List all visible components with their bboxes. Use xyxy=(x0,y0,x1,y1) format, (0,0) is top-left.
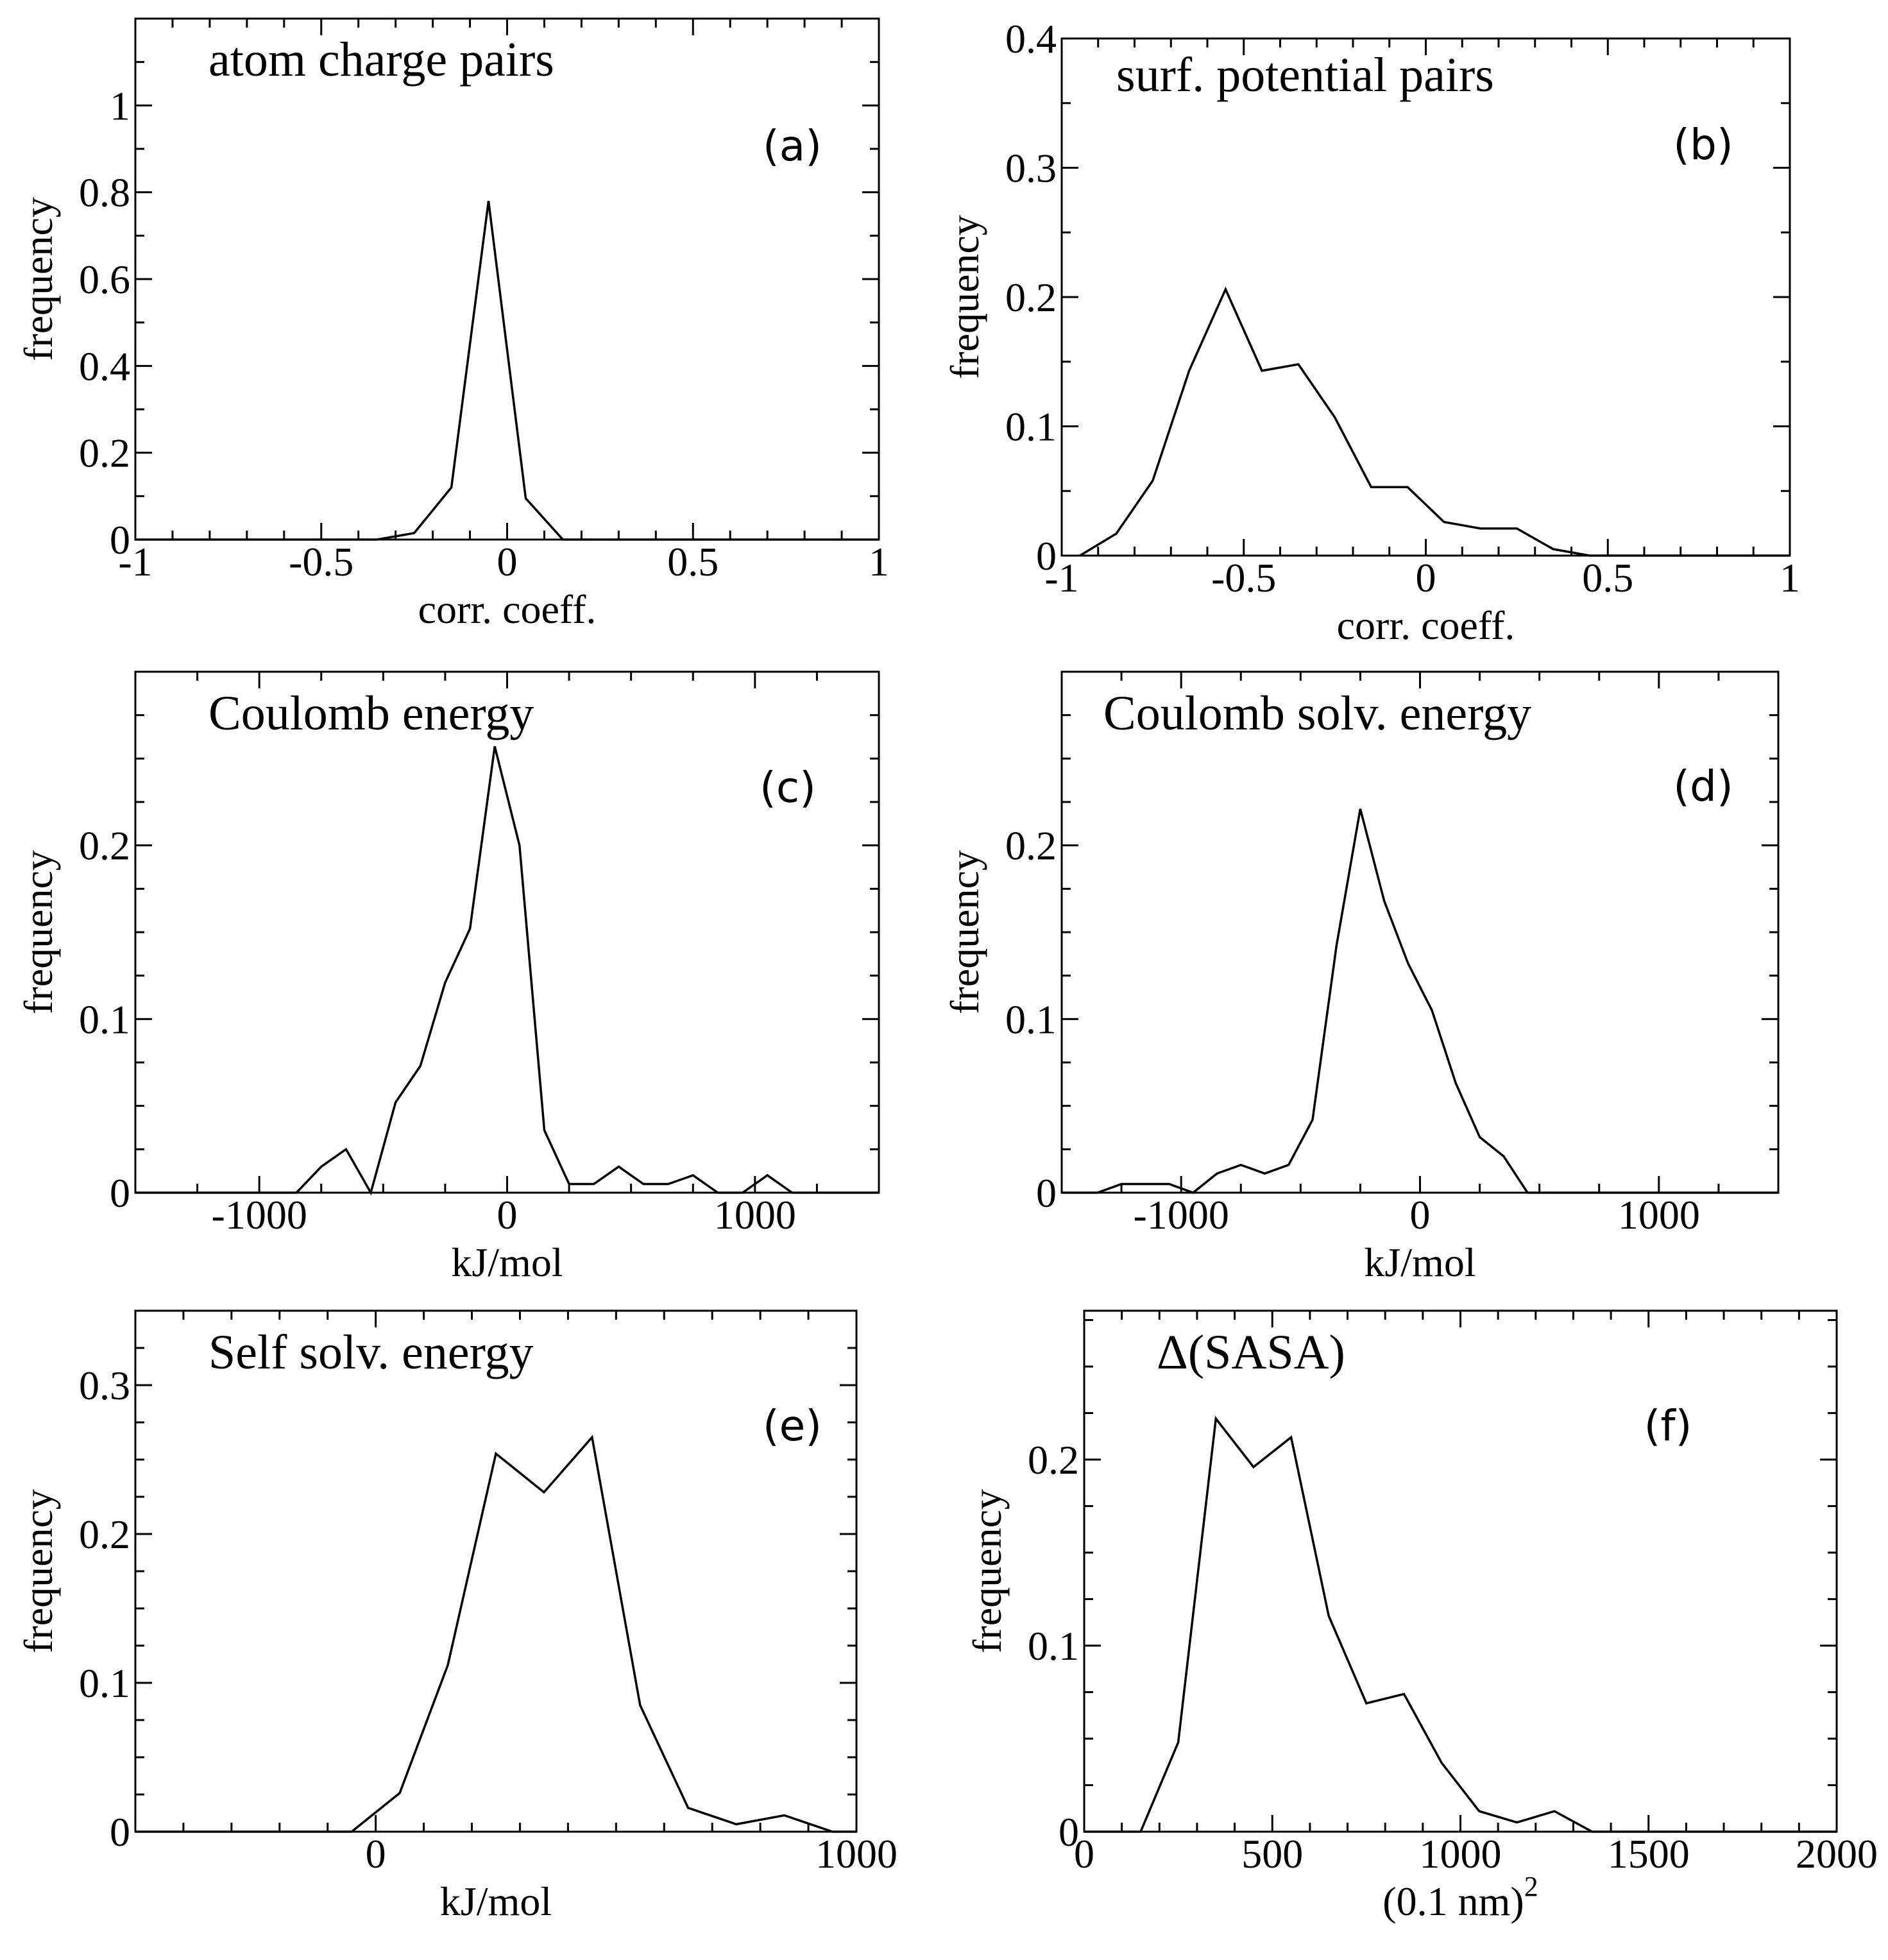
y-axis-label: frequency xyxy=(942,215,987,379)
y-axis-label: frequency xyxy=(15,1489,61,1653)
series-line xyxy=(1084,1415,1837,1833)
x-tick-label: 1000 xyxy=(1618,1192,1700,1238)
x-tick-label: 1 xyxy=(1780,555,1800,601)
series-line xyxy=(135,1435,856,1833)
y-tick-label: 0.1 xyxy=(1005,996,1057,1042)
x-axis-label-text: kJ/mol xyxy=(1364,1240,1476,1285)
x-axis-label: kJ/mol xyxy=(451,1240,563,1285)
x-axis-label-superscript: 2 xyxy=(1524,1871,1538,1902)
x-tick-label: 0 xyxy=(1410,1192,1431,1238)
y-tick-label: 0.4 xyxy=(79,343,130,389)
panel-title: Self solv. energy xyxy=(208,1325,534,1379)
y-tick-label: 0.8 xyxy=(79,170,130,216)
x-tick-label: 0.5 xyxy=(667,539,719,584)
x-tick-label: 0 xyxy=(1416,555,1436,601)
panel-d: -1000 0 1000 0 0.1 0.2 kJ/mol frequency Coulomb … xyxy=(942,670,1780,1285)
x-axis-label-text: kJ/mol xyxy=(440,1879,552,1924)
x-axis-label-text: kJ/mol xyxy=(451,1240,563,1285)
y-tick-label: 0.6 xyxy=(79,257,130,302)
panel-c: -1000 0 1000 0 0.1 0.2 kJ/mol frequency Coulomb … xyxy=(15,670,880,1285)
x-tick-label: 500 xyxy=(1241,1831,1303,1877)
y-tick-label: 0.2 xyxy=(1005,823,1057,869)
panel-label: (a) xyxy=(763,121,822,171)
y-tick-label: 0 xyxy=(1059,1809,1079,1855)
y-tick-label: 0 xyxy=(110,1170,130,1216)
x-axis-label: corr. coeff. xyxy=(418,586,597,632)
x-tick-label: 0 xyxy=(497,539,518,584)
y-tick-label: 0.2 xyxy=(1005,275,1057,320)
y-tick-label: 0.2 xyxy=(1028,1437,1079,1483)
x-tick-label: -0.5 xyxy=(289,539,353,584)
x-tick-label: 1500 xyxy=(1608,1831,1690,1877)
y-tick-label: 0 xyxy=(110,517,130,563)
x-tick-label: 1000 xyxy=(815,1831,897,1877)
series-line xyxy=(135,200,879,541)
y-axis-label: frequency xyxy=(15,197,61,361)
series-line xyxy=(135,746,879,1196)
x-axis-label-text: (0.1 nm) xyxy=(1382,1879,1524,1924)
x-tick-label: 0 xyxy=(1074,1831,1094,1877)
panel-title: Coulomb energy xyxy=(208,686,534,740)
y-tick-label: 0.1 xyxy=(79,996,130,1042)
series-line xyxy=(1079,286,1790,557)
y-tick-label: 0.1 xyxy=(1028,1623,1079,1669)
y-tick-label: 0.3 xyxy=(79,1363,130,1408)
x-tick-label: 0 xyxy=(366,1831,386,1877)
y-tick-label: 0 xyxy=(1036,533,1057,579)
x-axis-label: corr. coeff. xyxy=(1337,602,1515,648)
x-tick-label: 2000 xyxy=(1796,1831,1878,1877)
x-tick-label: 1000 xyxy=(714,1192,796,1238)
y-axis-label: frequency xyxy=(15,850,61,1014)
panel-label: (e) xyxy=(763,1401,822,1451)
panel-b: -1 -0.5 0 0.5 1 0 0.1 0.2 0.3 0.4 corr. coeff. freq… xyxy=(942,16,1800,648)
panel-title: surf. potential pairs xyxy=(1116,48,1494,102)
y-axis-label: frequency xyxy=(964,1489,1010,1653)
tick-marks xyxy=(1060,37,1791,557)
x-axis-label: (0.1 nm)2 xyxy=(1382,1871,1538,1924)
y-tick-label: 0 xyxy=(1036,1170,1057,1216)
y-axis-label: frequency xyxy=(942,850,987,1014)
x-tick-label: 0 xyxy=(497,1192,518,1238)
tick-marks xyxy=(134,1309,858,1833)
x-tick-label: 1 xyxy=(869,539,889,584)
panel-a: -1 -0.5 0 0.5 1 0 0.2 0.4 0.6 0.8 1 corr. coeff. fre… xyxy=(15,17,889,632)
y-tick-label: 0.1 xyxy=(79,1660,130,1706)
panel-title: Coulomb solv. energy xyxy=(1103,686,1531,740)
y-tick-label: 0.2 xyxy=(79,430,130,476)
x-axis-label-text: corr. coeff. xyxy=(418,586,597,632)
y-tick-label: 0.1 xyxy=(1005,404,1057,450)
x-tick-label: 0.5 xyxy=(1582,555,1633,601)
panel-f: 0 500 1000 1500 2000 0 0.1 0.2 (0.1 nm)2 frequenc… xyxy=(964,1309,1878,1924)
x-tick-label: -1000 xyxy=(212,1192,307,1238)
x-tick-label: -1 xyxy=(1044,555,1078,601)
x-axis-label: kJ/mol xyxy=(440,1879,552,1924)
y-tick-label: 0.3 xyxy=(1005,146,1057,191)
x-axis-label: kJ/mol xyxy=(1364,1240,1476,1285)
x-tick-label: -1 xyxy=(118,539,152,584)
tick-marks xyxy=(1083,1311,1838,1833)
panel-title: atom charge pairs xyxy=(208,33,554,87)
panel-label: (f) xyxy=(1644,1401,1692,1451)
panel-label: (d) xyxy=(1673,762,1733,811)
x-axis-label-text: corr. coeff. xyxy=(1337,602,1515,648)
y-tick-label: 0 xyxy=(110,1809,130,1855)
x-tick-label: -0.5 xyxy=(1211,555,1276,601)
panel-label: (b) xyxy=(1673,120,1733,169)
panel-title: Δ(SASA) xyxy=(1157,1325,1345,1379)
x-tick-label: -1000 xyxy=(1134,1192,1229,1238)
x-tick-label: 1000 xyxy=(1420,1831,1502,1877)
y-tick-label: 0.2 xyxy=(79,823,130,869)
panel-label: (c) xyxy=(760,763,816,812)
panel-e: 0 1000 0 0.1 0.2 0.3 kJ/mol frequency Self solv.… xyxy=(15,1309,897,1924)
y-tick-label: 1 xyxy=(110,83,130,128)
y-tick-label: 0.4 xyxy=(1005,16,1057,62)
series-line xyxy=(1062,808,1778,1194)
y-tick-label: 0.2 xyxy=(79,1512,130,1557)
